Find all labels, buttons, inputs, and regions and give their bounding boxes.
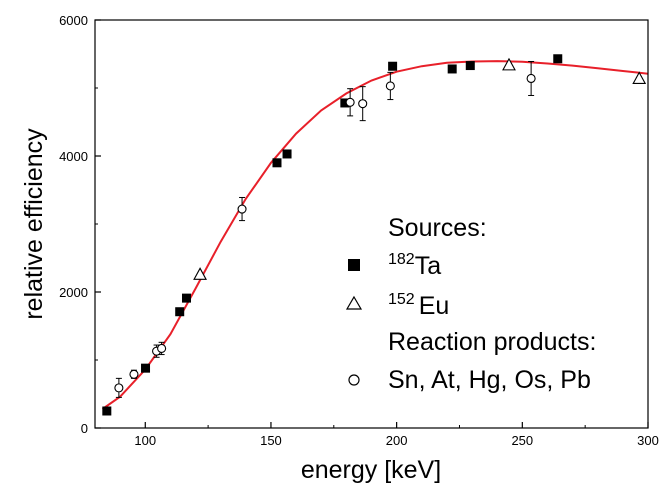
x-tick-label: 200: [386, 433, 408, 448]
ta-data-point: [447, 64, 457, 74]
fit-curve-line: [101, 60, 649, 410]
reaction-data-point: [157, 343, 167, 353]
eu-data-point: [193, 267, 207, 280]
fit-curve-layer: [101, 60, 649, 410]
ta-data-point: [465, 61, 475, 71]
ta-data-point: [141, 363, 151, 373]
reaction-data-point: [114, 383, 124, 393]
reaction-data-point: [526, 73, 536, 84]
eu-data-point: [632, 71, 647, 85]
legend-sources-heading: Sources:: [388, 214, 487, 242]
x-tick-label: 150: [260, 433, 282, 448]
ta-data-point: [340, 98, 350, 108]
y-axis-title: relative efficiency: [20, 128, 48, 320]
legend-eu-label: 152 Eu: [388, 291, 449, 320]
y-tick-label: 2000: [59, 285, 88, 300]
ta-data-point: [553, 54, 563, 64]
legend-triangle-marker: [345, 295, 363, 310]
reaction-data-point: [345, 97, 355, 107]
legend-reaction-heading: Reaction products:: [388, 328, 596, 356]
data-points-layer: [102, 54, 647, 416]
legend: Sources: 182Ta 152 Eu Reaction products: …: [345, 214, 596, 394]
axis-ticks-layer: 100 150 200 250 300 0 2000 4000 6000: [59, 13, 659, 448]
ta-data-point: [181, 293, 191, 303]
x-axis-title: energy [keV]: [301, 456, 441, 484]
reaction-data-point: [237, 204, 247, 214]
ta-data-point: [388, 61, 398, 71]
legend-ta-label: 182Ta: [388, 251, 441, 280]
x-tick-label: 250: [511, 433, 533, 448]
legend-circle-marker: [348, 374, 360, 386]
reaction-data-point: [358, 99, 368, 109]
ta-data-point: [175, 307, 185, 317]
legend-square-marker: [348, 259, 360, 271]
y-tick-label: 4000: [59, 149, 88, 164]
y-tick-label: 0: [81, 421, 88, 436]
ta-data-point: [272, 158, 282, 168]
y-tick-label: 6000: [59, 13, 88, 28]
legend-reaction-label: Sn, At, Hg, Os, Pb: [388, 366, 591, 394]
reaction-data-point: [385, 81, 395, 91]
reaction-data-point: [129, 369, 139, 379]
ta-data-point: [282, 149, 292, 159]
ta-data-point: [102, 406, 112, 416]
x-tick-label: 100: [134, 433, 156, 448]
eu-data-point: [502, 57, 516, 71]
x-tick-label: 300: [637, 433, 659, 448]
